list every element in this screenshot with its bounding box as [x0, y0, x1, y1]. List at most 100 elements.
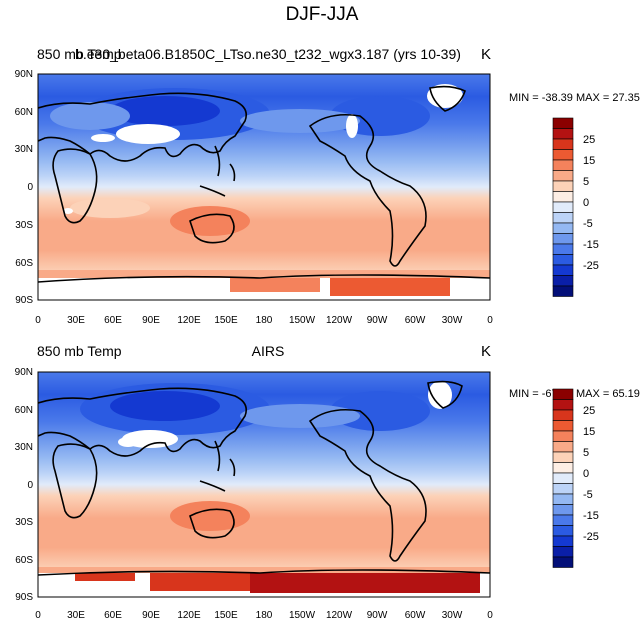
lon-label: 150E	[214, 610, 238, 621]
colorbar-label: 15	[583, 426, 595, 438]
lat-label: 90S	[15, 295, 33, 306]
panel-left-title: 850 mb Temp	[37, 343, 122, 359]
colorbar-swatch	[552, 170, 574, 182]
lon-label: 0	[35, 610, 41, 621]
lon-label: 180	[256, 315, 273, 326]
colorbar-swatch	[552, 264, 574, 276]
lat-label: 90N	[15, 69, 33, 80]
lat-label: 60S	[15, 258, 33, 269]
temperature-field	[38, 372, 490, 597]
lon-label: 90E	[142, 610, 160, 621]
colorbar-label: 25	[583, 134, 595, 146]
panel-observation: 850 mb Temp AIRS K MIN = -67.85 MAX = 65…	[0, 343, 644, 643]
longitude-ticks: 0 30E 60E 90E 120E 150E 180 150W 120W 90…	[35, 315, 493, 326]
colorbar-swatch	[552, 472, 574, 484]
lat-label: 30N	[15, 442, 33, 453]
panel-center-title: b.e30_beta06.B1850C_LTso.ne30_t232_wgx3.…	[75, 46, 461, 62]
coastlines	[38, 380, 490, 576]
colorbar-swatch	[552, 430, 574, 442]
colorbar-label: 25	[583, 405, 595, 417]
colorbar-swatch	[552, 504, 574, 516]
colorbar-swatch	[552, 399, 574, 411]
colorbar-swatch	[552, 409, 574, 421]
colorbar-swatch	[552, 514, 574, 526]
colorbar-swatch	[552, 493, 574, 505]
lat-label: 90N	[15, 367, 33, 378]
colorbar-label: 0	[583, 197, 589, 209]
lon-label: 60W	[405, 315, 426, 326]
lon-label: 180	[256, 610, 273, 621]
map-frame	[37, 371, 491, 598]
lon-label: 0	[487, 315, 493, 326]
lon-label: 30E	[67, 610, 85, 621]
colorbar-swatch	[552, 128, 574, 140]
colorbar-label: -15	[583, 239, 599, 251]
colorbar-label: 15	[583, 155, 595, 167]
panel-left-title: 850 mb Temp	[37, 46, 122, 62]
colorbar-label: -25	[583, 260, 599, 272]
colorbar-swatch	[552, 275, 574, 287]
colorbar-swatch	[552, 222, 574, 234]
panel-units: K	[481, 46, 492, 63]
colorbar-swatch	[552, 441, 574, 453]
colorbar-swatch	[552, 233, 574, 245]
lat-label: 30S	[15, 220, 33, 231]
colorbar-swatch	[552, 180, 574, 192]
min-text: MIN = -38.39	[509, 92, 573, 104]
colorbar-swatch	[552, 451, 574, 463]
lon-label: 90W	[367, 315, 388, 326]
colorbar-swatch	[552, 201, 574, 213]
colorbar-label: 5	[583, 447, 589, 459]
lon-label: 120E	[177, 315, 201, 326]
figure-title: DJF-JJA	[285, 4, 359, 25]
min-max-text: MIN = -38.39 MAX = 27.35	[509, 92, 640, 104]
colorbar-label: 5	[583, 176, 589, 188]
colorbar-label: -5	[583, 218, 593, 230]
colorbar-swatch	[552, 546, 574, 558]
colorbar-swatch	[552, 138, 574, 150]
colorbar-swatch	[552, 420, 574, 432]
colorbar-swatch	[552, 117, 574, 129]
lon-label: 30E	[67, 315, 85, 326]
colorbar-swatch	[552, 254, 574, 266]
lon-label: 90W	[367, 610, 388, 621]
lat-label: 0	[27, 480, 33, 491]
lat-label: 90S	[15, 592, 33, 603]
lat-label: 30N	[15, 144, 33, 155]
temperature-field	[38, 74, 490, 300]
colorbar-swatch	[552, 149, 574, 161]
lon-label: 0	[35, 315, 41, 326]
panel-center-title: AIRS	[251, 343, 285, 359]
longitude-ticks: 0 30E 60E 90E 120E 150E 180 150W 120W 90…	[35, 610, 493, 621]
colorbar: 25 15 5 0 -5 -15 -25	[552, 388, 599, 568]
lon-label: 150W	[289, 315, 316, 326]
lon-label: 150E	[214, 315, 238, 326]
lat-label: 60N	[15, 405, 33, 416]
colorbar-label: -5	[583, 489, 593, 501]
lon-label: 120E	[177, 610, 201, 621]
colorbar-swatch	[552, 525, 574, 537]
panel-model: 850 mb Temp b.e30_beta06.B1850C_LTso.ne3…	[0, 46, 644, 346]
colorbar-swatch	[552, 243, 574, 255]
colorbar-swatch	[552, 212, 574, 224]
colorbar-swatch	[552, 285, 574, 297]
lat-label: 60N	[15, 107, 33, 118]
colorbar-swatch	[552, 483, 574, 495]
colorbar-swatch	[552, 388, 574, 400]
latitude-ticks: 90N 60N 30N 0 30S 60S 90S	[15, 367, 34, 603]
map-frame	[37, 73, 491, 301]
lon-label: 120W	[326, 610, 353, 621]
lon-label: 30W	[442, 315, 463, 326]
lon-label: 30W	[442, 610, 463, 621]
latitude-ticks: 90N 60N 30N 0 30S 60S 90S	[15, 69, 34, 306]
max-text: MAX = 27.35	[575, 92, 640, 104]
lon-label: 60W	[405, 610, 426, 621]
colorbar-label: -25	[583, 531, 599, 543]
lat-label: 60S	[15, 555, 33, 566]
lon-label: 150W	[289, 610, 316, 621]
colorbar: 25 15 5 0 -5 -15 -25	[552, 117, 599, 297]
lon-label: 60E	[104, 315, 122, 326]
lat-label: 0	[27, 182, 33, 193]
colorbar-swatch	[552, 159, 574, 171]
map-figure: 90N 60N 30N 0 30S 60S 90S 0 30E 60E 90E …	[15, 367, 599, 621]
